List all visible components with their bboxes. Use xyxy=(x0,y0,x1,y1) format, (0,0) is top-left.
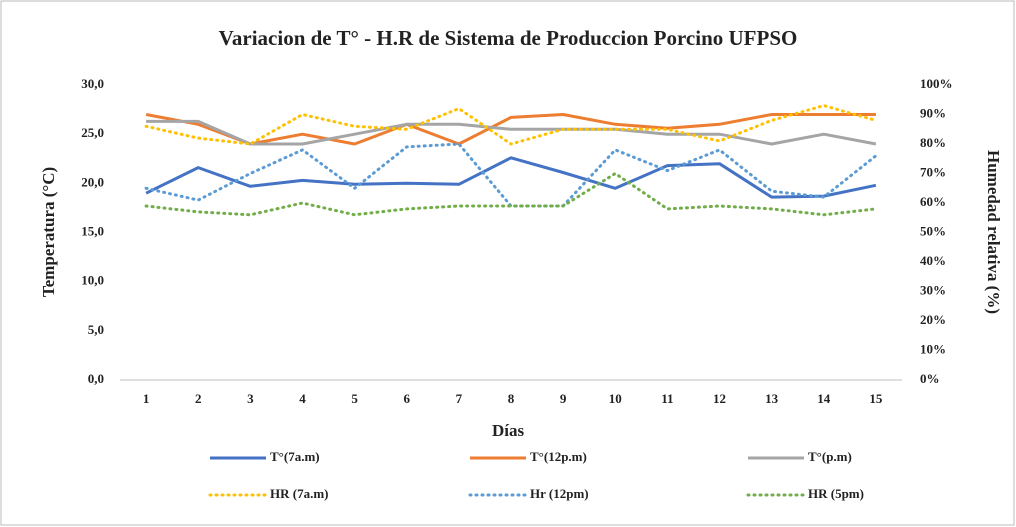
y2-tick-label: 50% xyxy=(920,223,946,238)
x-tick-label: 1 xyxy=(143,391,150,406)
legend-label: HR (5pm) xyxy=(808,486,864,501)
y2-tick-label: 80% xyxy=(920,135,946,150)
y-axis-label: Temperatura (°C) xyxy=(39,167,58,297)
legend-label: T°(12p.m) xyxy=(530,449,587,464)
y-tick-label: 15,0 xyxy=(81,223,104,238)
y-tick-label: 20,0 xyxy=(81,174,104,189)
x-tick-label: 4 xyxy=(299,391,306,406)
x-tick-label: 3 xyxy=(247,391,254,406)
x-tick-label: 14 xyxy=(817,391,831,406)
x-tick-label: 9 xyxy=(560,391,567,406)
legend-label: T°(p.m) xyxy=(808,449,852,464)
y2-tick-label: 40% xyxy=(920,253,946,268)
x-tick-label: 10 xyxy=(609,391,622,406)
series-line xyxy=(145,113,876,146)
series-line xyxy=(144,104,878,146)
x-tick-label: 15 xyxy=(869,391,883,406)
x-tick-label: 6 xyxy=(403,391,410,406)
y2-tick-label: 20% xyxy=(920,312,946,327)
y-tick-label: 10,0 xyxy=(81,273,104,288)
y2-tick-label: 100% xyxy=(920,76,953,91)
y-tick-label: 30,0 xyxy=(81,76,104,91)
legend-label: T°(7a.m) xyxy=(270,449,320,464)
x-tick-label: 5 xyxy=(351,391,358,406)
x-tick-label: 13 xyxy=(765,391,779,406)
x-axis-label: Días xyxy=(492,421,525,440)
y2-tick-label: 10% xyxy=(920,341,946,356)
series-line xyxy=(144,172,878,217)
legend-label: Hr (12pm) xyxy=(530,486,589,501)
x-tick-label: 11 xyxy=(661,391,673,406)
series-line xyxy=(145,156,877,199)
y-tick-label: 0,0 xyxy=(88,371,104,386)
y2-axis-label: Humedad relativa (%) xyxy=(984,150,1003,314)
y-tick-label: 5,0 xyxy=(88,322,104,337)
y2-tick-label: 70% xyxy=(920,164,946,179)
y2-tick-label: 0% xyxy=(920,371,940,386)
y2-tick-label: 30% xyxy=(920,282,946,297)
x-tick-label: 12 xyxy=(713,391,726,406)
chart-title: Variacion de T° - H.R de Sistema de Prod… xyxy=(219,26,798,50)
x-tick-label: 2 xyxy=(195,391,202,406)
y2-tick-label: 90% xyxy=(920,105,946,120)
y2-tick-label: 60% xyxy=(920,194,946,209)
x-tick-label: 7 xyxy=(456,391,463,406)
x-tick-label: 8 xyxy=(508,391,515,406)
legend-label: HR (7a.m) xyxy=(270,486,329,501)
y-tick-label: 25,0 xyxy=(81,125,104,140)
series-line xyxy=(146,119,877,146)
